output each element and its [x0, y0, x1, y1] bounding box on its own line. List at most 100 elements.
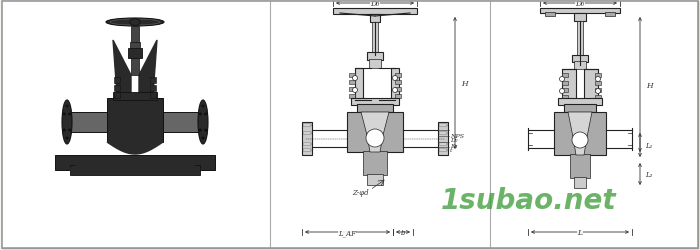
Bar — [114, 78, 120, 84]
Bar — [55, 156, 215, 170]
Bar — [107, 98, 163, 142]
Bar — [438, 122, 448, 156]
Bar — [131, 27, 139, 76]
Ellipse shape — [353, 76, 358, 81]
Bar — [490, 2, 698, 248]
Ellipse shape — [572, 132, 588, 148]
Ellipse shape — [559, 77, 564, 82]
Bar — [303, 132, 311, 134]
Bar — [395, 88, 401, 92]
Bar — [584, 70, 598, 100]
Bar — [270, 2, 490, 248]
Bar — [545, 13, 555, 17]
Bar — [395, 81, 401, 85]
Bar — [595, 89, 601, 93]
Bar — [595, 82, 601, 86]
Ellipse shape — [202, 137, 204, 140]
Bar — [351, 98, 399, 105]
Text: L: L — [578, 228, 582, 236]
Ellipse shape — [353, 88, 358, 93]
Ellipse shape — [66, 105, 69, 108]
Text: t: t — [450, 148, 452, 153]
Ellipse shape — [68, 129, 71, 132]
Bar — [113, 93, 157, 100]
Bar — [70, 165, 200, 175]
Text: L₁: L₁ — [645, 142, 652, 150]
Bar — [130, 43, 140, 49]
Bar — [595, 96, 601, 100]
Bar — [370, 15, 380, 23]
Bar — [391, 69, 399, 100]
Bar — [163, 112, 203, 132]
Ellipse shape — [596, 89, 601, 94]
Bar — [395, 74, 401, 78]
Bar — [349, 74, 355, 78]
Bar — [564, 104, 596, 112]
Bar — [562, 70, 576, 100]
Bar — [439, 124, 447, 126]
Ellipse shape — [199, 129, 202, 132]
Bar — [67, 112, 107, 132]
Ellipse shape — [393, 76, 398, 81]
Text: D₀: D₀ — [575, 0, 584, 8]
Bar — [349, 88, 355, 92]
Bar — [355, 69, 363, 100]
Bar — [562, 89, 568, 93]
Ellipse shape — [198, 100, 208, 144]
Bar — [595, 74, 601, 78]
Bar — [372, 23, 378, 66]
Text: NPS: NPS — [450, 133, 464, 138]
Ellipse shape — [199, 113, 202, 116]
Bar — [367, 174, 383, 185]
Text: H: H — [646, 82, 652, 90]
Bar — [605, 13, 615, 17]
Ellipse shape — [393, 88, 398, 93]
Bar — [562, 82, 568, 86]
Bar — [562, 96, 568, 100]
Text: 1subao.net: 1subao.net — [441, 186, 616, 214]
Bar — [574, 14, 586, 22]
Bar — [333, 9, 417, 15]
Ellipse shape — [559, 89, 564, 94]
Bar — [574, 177, 586, 188]
Bar — [439, 132, 447, 134]
Bar — [439, 150, 447, 152]
Text: L₂: L₂ — [645, 170, 652, 178]
Bar — [114, 86, 120, 92]
Bar — [150, 93, 156, 98]
Text: D₀: D₀ — [450, 138, 458, 143]
Text: D₁: D₁ — [450, 143, 458, 148]
Bar — [128, 49, 142, 59]
Ellipse shape — [62, 100, 72, 144]
Bar — [150, 78, 156, 84]
Polygon shape — [568, 112, 592, 156]
Bar — [554, 112, 606, 156]
Bar — [2, 2, 270, 248]
Bar — [357, 104, 393, 112]
Text: H: H — [461, 80, 468, 88]
Bar — [369, 60, 381, 69]
Ellipse shape — [68, 113, 71, 116]
Bar — [562, 74, 568, 78]
Polygon shape — [113, 41, 131, 96]
Ellipse shape — [366, 130, 384, 148]
Text: D₀: D₀ — [370, 0, 379, 8]
Ellipse shape — [204, 113, 207, 116]
Bar — [439, 144, 447, 146]
Polygon shape — [70, 160, 200, 170]
Ellipse shape — [63, 129, 66, 132]
Bar — [570, 154, 590, 178]
Bar — [363, 152, 387, 175]
Bar — [303, 150, 311, 152]
Bar — [349, 81, 355, 85]
Ellipse shape — [596, 77, 601, 82]
Bar — [150, 86, 156, 92]
Ellipse shape — [204, 129, 207, 132]
Bar — [577, 22, 583, 66]
Bar — [558, 98, 602, 105]
Ellipse shape — [106, 19, 164, 27]
Text: L_AF: L_AF — [338, 228, 356, 236]
Bar — [303, 124, 311, 126]
Bar — [574, 62, 586, 70]
Bar — [347, 112, 403, 152]
